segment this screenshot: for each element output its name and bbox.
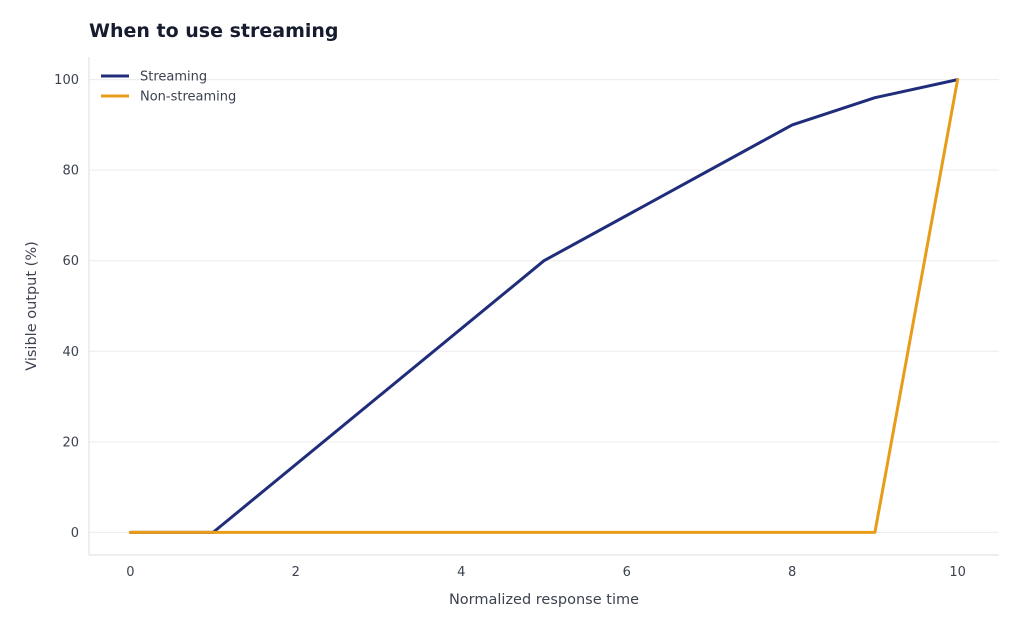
chart-title: When to use streaming: [89, 20, 339, 42]
grid-lines: [89, 79, 999, 533]
series-lines: [128, 78, 960, 534]
y-tick-label: 80: [62, 164, 79, 179]
y-tick-label: 20: [62, 435, 79, 450]
x-tick-label: 8: [788, 565, 796, 580]
legend-label: Streaming: [140, 70, 207, 85]
y-tick-label: 60: [62, 254, 79, 269]
x-tick-label: 10: [949, 565, 966, 580]
series-line-non-streaming: [128, 78, 960, 534]
x-tick-label: 4: [457, 565, 465, 580]
tick-labels: 0 20 40 60 80 100 0 2 4 6 8 10: [54, 73, 966, 580]
x-tick-label: 2: [292, 565, 300, 580]
x-tick-label: 6: [623, 565, 631, 580]
series-line-streaming: [128, 78, 960, 534]
y-tick-label: 40: [62, 345, 79, 360]
legend: Streaming Non-streaming: [101, 70, 236, 105]
y-tick-label: 100: [54, 73, 79, 88]
axes: [88, 57, 999, 556]
y-axis-title: Visible output (%): [24, 241, 40, 371]
x-tick-label: 0: [126, 565, 134, 580]
y-tick-label: 0: [71, 526, 79, 541]
legend-label: Non-streaming: [140, 90, 236, 105]
x-axis-title: Normalized response time: [449, 592, 639, 608]
